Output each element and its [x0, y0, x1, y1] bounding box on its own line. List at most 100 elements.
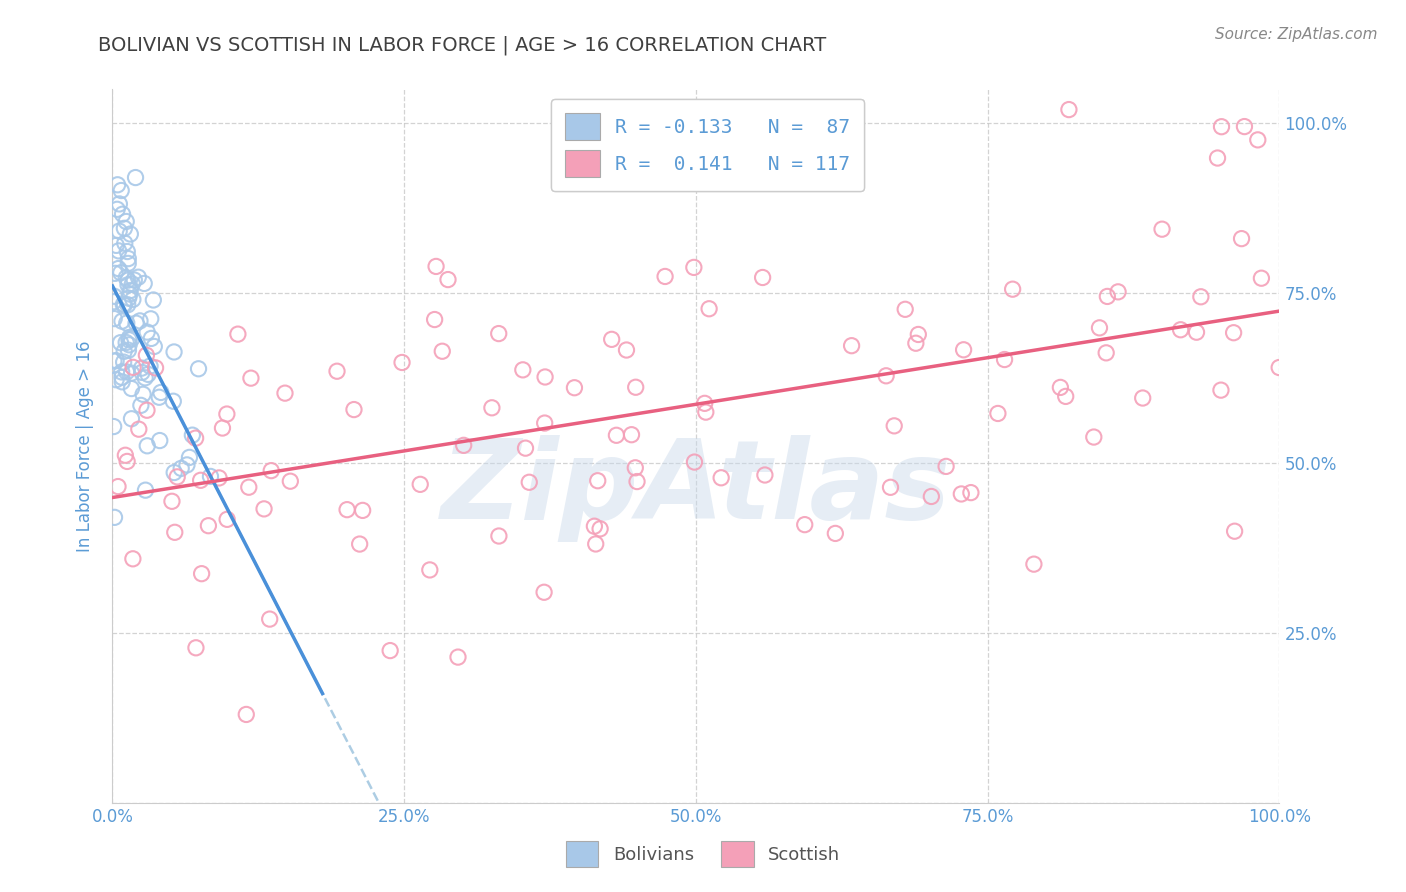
Point: [1097, 289, 1119, 303]
Legend: R = -0.133   N =  87, R =  0.141   N = 117: R = -0.133 N = 87, R = 0.141 N = 117: [551, 99, 865, 191]
Point: [149, 385, 172, 400]
Point: [121, 411, 143, 425]
Point: [103, 294, 125, 309]
Point: [391, 355, 413, 369]
Point: [1083, 430, 1105, 444]
Point: [453, 438, 475, 452]
Point: [605, 428, 627, 442]
Point: [1170, 323, 1192, 337]
Point: [1057, 103, 1080, 117]
Point: [118, 338, 141, 352]
Point: [336, 502, 359, 516]
Point: [190, 473, 212, 487]
Point: [127, 270, 149, 285]
Point: [166, 470, 188, 484]
Point: [517, 475, 540, 490]
Point: [950, 487, 973, 501]
Point: [993, 352, 1015, 367]
Point: [131, 365, 153, 379]
Point: [624, 460, 647, 475]
Point: [1150, 222, 1173, 236]
Point: [107, 178, 129, 192]
Point: [1049, 380, 1071, 394]
Point: [115, 316, 138, 330]
Point: [259, 612, 281, 626]
Point: [121, 277, 143, 291]
Point: [620, 427, 643, 442]
Point: [274, 386, 297, 401]
Point: [124, 170, 146, 185]
Point: [624, 380, 647, 394]
Point: [883, 418, 905, 433]
Point: [378, 643, 401, 657]
Point: [143, 339, 166, 353]
Point: [1054, 389, 1077, 403]
Point: [134, 277, 156, 291]
Point: [115, 335, 138, 350]
Point: [128, 422, 150, 436]
Point: [875, 368, 897, 383]
Point: [125, 316, 148, 330]
Point: [103, 289, 125, 303]
Point: [129, 314, 152, 328]
Point: [118, 287, 141, 301]
Point: [117, 256, 139, 270]
Point: [197, 518, 219, 533]
Point: [117, 343, 139, 358]
Point: [1206, 151, 1229, 165]
Point: [215, 407, 238, 421]
Point: [107, 479, 129, 493]
Point: [120, 284, 142, 298]
Point: [1185, 325, 1208, 339]
Point: [217, 512, 239, 526]
Point: [120, 382, 142, 396]
Point: [105, 202, 128, 217]
Point: [121, 366, 143, 380]
Point: [488, 326, 510, 341]
Point: [170, 461, 193, 475]
Point: [515, 441, 537, 455]
Point: [187, 361, 209, 376]
Point: [447, 650, 470, 665]
Point: [488, 529, 510, 543]
Point: [935, 459, 957, 474]
Point: [1268, 360, 1291, 375]
Point: [1001, 282, 1024, 296]
Point: [682, 260, 704, 275]
Point: [163, 466, 186, 480]
Point: [754, 468, 776, 483]
Point: [111, 375, 134, 389]
Point: [654, 269, 676, 284]
Point: [1095, 346, 1118, 360]
Point: [1233, 120, 1256, 134]
Point: [409, 477, 432, 491]
Point: [211, 421, 233, 435]
Text: ZipAtlas: ZipAtlas: [440, 435, 952, 542]
Point: [600, 332, 623, 346]
Point: [710, 471, 733, 485]
Point: [1022, 557, 1045, 571]
Legend: Bolivians, Scottish: Bolivians, Scottish: [558, 834, 848, 874]
Point: [904, 336, 927, 351]
Point: [110, 184, 132, 198]
Y-axis label: In Labor Force | Age > 16: In Labor Force | Age > 16: [76, 340, 94, 552]
Point: [111, 314, 134, 328]
Point: [278, 474, 301, 488]
Point: [117, 252, 139, 266]
Point: [176, 458, 198, 472]
Point: [253, 501, 276, 516]
Point: [1107, 285, 1129, 299]
Point: [108, 224, 131, 238]
Point: [585, 537, 607, 551]
Point: [349, 537, 371, 551]
Point: [117, 277, 139, 292]
Point: [112, 355, 135, 369]
Point: [142, 293, 165, 307]
Point: [616, 343, 638, 357]
Point: [163, 525, 186, 540]
Point: [907, 327, 929, 342]
Point: [114, 448, 136, 462]
Point: [139, 359, 162, 373]
Point: [115, 214, 138, 228]
Point: [235, 707, 257, 722]
